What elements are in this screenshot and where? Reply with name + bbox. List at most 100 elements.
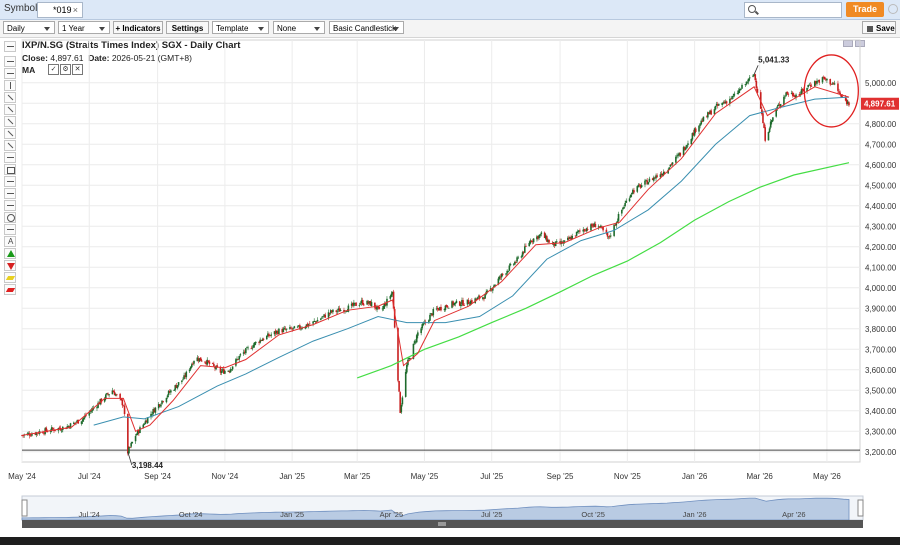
symbol-value: *019 (53, 5, 72, 15)
trade-button[interactable]: Trade (846, 2, 884, 17)
fib-fan-tool-icon[interactable] (4, 188, 16, 199)
x-tick-label: May '24 (8, 472, 36, 481)
candle-body (358, 304, 361, 306)
cycle-tool-icon[interactable] (4, 224, 16, 235)
help-icon[interactable] (888, 4, 898, 14)
ray-tool-icon[interactable] (4, 104, 16, 115)
indicators-button[interactable]: + Indicators (113, 21, 163, 34)
candle-body (752, 75, 754, 77)
candle-body (436, 307, 439, 309)
candle-body (462, 300, 464, 306)
ma-remove-icon[interactable]: ✕ (72, 64, 83, 75)
save-button[interactable]: Save (862, 21, 896, 34)
candle-body (391, 291, 394, 295)
gann-tool-icon[interactable] (4, 200, 16, 211)
text-tool-icon[interactable]: A (4, 236, 16, 247)
candle-body (546, 236, 548, 242)
symbol-input[interactable]: *019 × (37, 2, 83, 18)
candle-body (331, 310, 333, 313)
candle-body (224, 370, 226, 374)
candle-body (84, 415, 86, 418)
candle-body (452, 301, 454, 306)
candle-body (772, 117, 774, 121)
candle-body (409, 358, 411, 360)
trend-line-tool-icon[interactable] (4, 92, 16, 103)
candle-body (593, 223, 596, 227)
interval-select[interactable]: Daily (3, 21, 55, 34)
overlay-select[interactable]: None (273, 21, 325, 34)
template-select[interactable]: Template (212, 21, 269, 34)
fullscreen-tool-icon[interactable] (4, 41, 16, 52)
grid (21, 39, 861, 463)
highlighter-icon[interactable] (4, 272, 16, 283)
candle-body (540, 232, 543, 235)
ma-toggle-icon[interactable]: ✓ (48, 64, 59, 75)
candle-body (476, 297, 479, 300)
candle-body (713, 109, 716, 115)
candle-body (705, 116, 708, 118)
candle-body (214, 366, 216, 369)
candle-body (312, 321, 314, 324)
pointer-tool-icon[interactable] (4, 56, 16, 67)
candle-body (322, 316, 324, 317)
candle-body (80, 421, 83, 424)
candle-body (440, 306, 442, 311)
sell-arrow-icon[interactable] (4, 260, 16, 271)
rectangle-tool-icon[interactable] (4, 164, 16, 175)
close-info: Close: 4,897.61 Date: 2026-05-21 (GMT+8) (22, 53, 192, 63)
candle-body (58, 427, 61, 429)
candle-body (578, 230, 580, 232)
candle-body (76, 420, 78, 423)
candle-body (235, 359, 237, 366)
candle-body (801, 89, 804, 91)
candle-body (700, 120, 703, 125)
candle-body (739, 88, 741, 91)
candle-body (328, 312, 331, 314)
candle-body (167, 391, 170, 396)
candle-body (691, 133, 694, 140)
vertical-line-tool-icon[interactable] (4, 80, 16, 91)
candle-body (90, 410, 93, 412)
x-tick-label: Sep '25 (547, 472, 574, 481)
ma-settings-icon[interactable]: ⚙ (60, 64, 71, 75)
candle-body (138, 430, 140, 434)
candle-body (505, 273, 507, 275)
clear-symbol-icon[interactable]: × (72, 5, 78, 15)
candle-body (806, 87, 808, 92)
search-input[interactable] (744, 2, 842, 18)
candle-body (359, 303, 362, 305)
ellipse-tool-icon[interactable] (4, 212, 16, 223)
candle-body (50, 427, 53, 431)
candle-body (614, 224, 617, 226)
range-select[interactable]: 1 Year (58, 21, 110, 34)
candle-body (651, 178, 654, 181)
arc-tool-icon[interactable] (4, 152, 16, 163)
eraser-icon[interactable] (4, 284, 16, 295)
chart-style-select[interactable]: Basic Candlestick (329, 21, 404, 34)
candle-body (637, 184, 640, 187)
candle-body (729, 98, 731, 104)
candle-body (314, 321, 317, 322)
x-tick-label: Jan '25 (279, 472, 305, 481)
horizontal-line-tool-icon[interactable] (4, 68, 16, 79)
candle-body (42, 431, 44, 434)
candle-body (778, 104, 781, 106)
candle-body (716, 104, 719, 106)
pitchfork-tool-icon[interactable] (4, 128, 16, 139)
settings-button[interactable]: Settings (166, 21, 209, 34)
candle-body (381, 308, 384, 310)
fibonacci-tool-icon[interactable] (4, 176, 16, 187)
x-axis: May '24 Jul '24 Sep '24 Nov '24 Jan '25 Mar '… (8, 472, 841, 481)
candle-body (492, 287, 494, 291)
ma-fast-line (21, 86, 850, 436)
candle-body (500, 273, 503, 278)
buy-arrow-icon[interactable] (4, 248, 16, 259)
candle-body (815, 81, 817, 84)
candle-body (239, 354, 242, 356)
channel-tool-icon[interactable] (4, 116, 16, 127)
candle-body (598, 226, 601, 228)
navigator[interactable]: Jul '24 Oct '24 Jan '25 Apr '25 Jul '25 Oct '… (21, 495, 864, 528)
arrow-tool-icon[interactable] (4, 140, 16, 151)
candle-body (145, 420, 148, 423)
